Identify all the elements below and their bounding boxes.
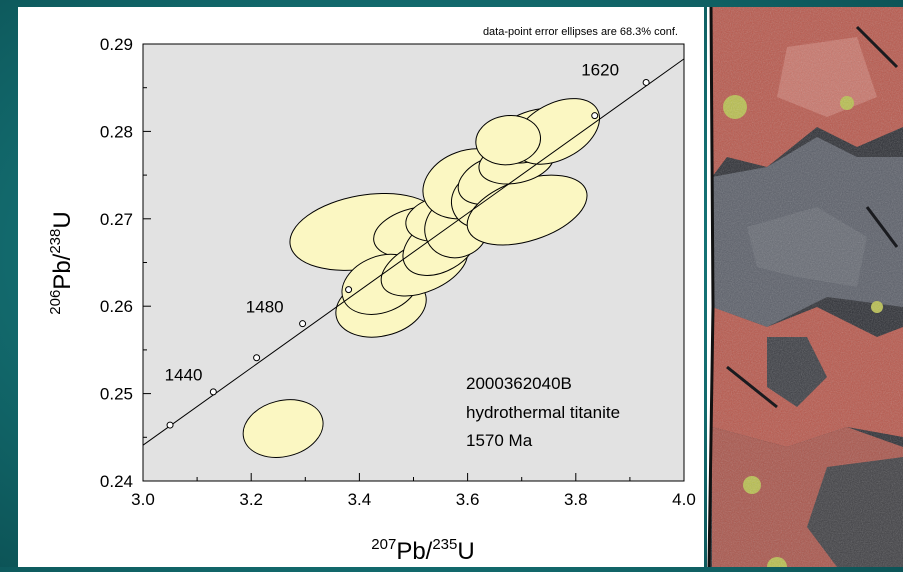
y-axis-label: 206Pb/238U <box>47 211 76 314</box>
concordia-curve: 1440 1480 1620 <box>142 58 685 446</box>
age-marker-2 <box>209 388 217 396</box>
concordia-chart: 1440 1480 1620 3.0 3.2 3.4 3.6 3.8 4.0 0.24 0.25 0… <box>47 26 696 565</box>
x-tick-label: 3.4 <box>348 490 372 509</box>
y-tick-label: 0.28 <box>100 122 133 141</box>
rock-specimen-image <box>707 6 903 568</box>
mineral-type: hydrothermal titanite <box>466 403 620 422</box>
x-tick-label: 3.6 <box>456 490 480 509</box>
error-ellipse-17 <box>475 114 541 166</box>
age-marker-4 <box>299 320 307 328</box>
y-tick-label: 0.25 <box>100 385 133 404</box>
y-tick-label: 0.24 <box>100 472 133 491</box>
concordia-line <box>142 58 685 446</box>
rock-specimen-photo <box>707 6 903 568</box>
age-value: 1570 Ma <box>466 431 533 450</box>
x-tick-label: 3.0 <box>131 490 155 509</box>
axes: 3.0 3.2 3.4 3.6 3.8 4.0 0.24 0.25 0.26 0.27 0.28 0.… <box>100 35 696 509</box>
age-marker-1 <box>166 421 174 429</box>
x-tick-label: 4.0 <box>672 490 696 509</box>
sample-id: 2000362040B <box>466 374 572 393</box>
age-label-1480: 1480 <box>246 297 284 316</box>
x-tick-label: 3.8 <box>564 490 588 509</box>
age-marker-7 <box>642 78 650 86</box>
age-marker-5 <box>345 286 353 294</box>
age-marker-6 <box>591 112 599 120</box>
age-marker-3 <box>253 354 261 362</box>
x-tick-label: 3.2 <box>239 490 263 509</box>
y-tick-label: 0.27 <box>100 210 133 229</box>
x-axis-label: 207Pb/235U <box>371 536 474 565</box>
age-label-1620: 1620 <box>581 60 619 79</box>
error-ellipse-2 <box>242 399 324 458</box>
chart-panel: 1440 1480 1620 3.0 3.2 3.4 3.6 3.8 4.0 0.24 0.25 0… <box>18 7 704 567</box>
age-label-1440: 1440 <box>165 365 203 384</box>
confidence-note: data-point error ellipses are 68.3% conf… <box>483 26 678 38</box>
y-tick-label: 0.26 <box>100 297 133 316</box>
annotation-block: 2000362040B hydrothermal titanite 1570 M… <box>466 374 620 450</box>
y-tick-label: 0.29 <box>100 35 133 54</box>
